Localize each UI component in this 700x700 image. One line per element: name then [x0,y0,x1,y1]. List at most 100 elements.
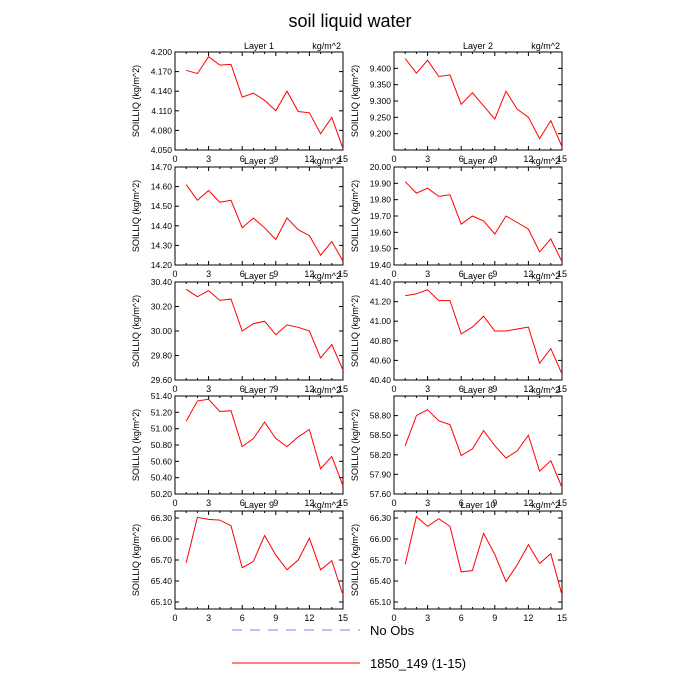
y-tick-label: 65.70 [151,555,173,565]
panel-layer-10: Layer 10 kg/m^2 SOILLIQ (kg/m^2) 0 3 6 9 12 15 65… [350,500,567,623]
plot-frame [393,51,563,151]
y-tick-label: 65.70 [370,555,392,565]
y-tick-label: 41.00 [370,316,392,326]
series-line [185,288,344,371]
x-tick-label: 6 [459,269,464,279]
plot-frame [174,510,344,610]
plot-frame [393,281,563,381]
panel-title: Layer 4 [463,156,493,166]
x-tick-label: 9 [273,154,278,164]
y-tick-label: 14.30 [151,240,173,250]
y-tick-label: 51.20 [151,407,173,417]
legend-label-no-obs: No Obs [370,623,415,638]
panel-layer-2: Layer 2 kg/m^2 SOILLIQ (kg/m^2) 0 3 6 9 12 15 9.2… [350,41,567,164]
y-tick-label: 66.00 [151,534,173,544]
y-tick-label: 66.30 [151,513,173,523]
x-tick-label: 0 [172,498,177,508]
x-tick-label: 3 [425,498,430,508]
x-tick-label: 15 [338,384,348,394]
series-line [404,181,563,262]
y-axis-label: SOILLIQ (kg/m^2) [350,65,360,137]
y-axis-label: SOILLIQ (kg/m^2) [131,524,141,596]
y-tick-label: 19.50 [370,244,392,254]
y-tick-label: 4.110 [151,106,172,116]
x-tick-label: 6 [240,154,245,164]
y-tick-label: 19.60 [370,227,392,237]
figure-title: soil liquid water [288,11,411,31]
panel-layer-8: Layer 8 kg/m^2 SOILLIQ (kg/m^2) 0 3 6 9 12 15 57.… [350,385,567,508]
plot-frame [393,166,563,266]
x-tick-label: 6 [240,384,245,394]
y-axis-label: SOILLIQ (kg/m^2) [350,180,360,252]
x-tick-label: 12 [304,498,314,508]
y-tick-label: 40.60 [370,355,392,365]
x-tick-label: 3 [206,613,211,623]
units-label: kg/m^2 [531,385,560,395]
panel-layer-9: Layer 9 kg/m^2 SOILLIQ (kg/m^2) 0 3 6 9 12 15 65.… [131,500,348,623]
plot-frame [393,510,563,610]
y-tick-label: 65.40 [370,576,392,586]
y-tick-label: 40.80 [370,336,392,346]
panel-title: Layer 2 [463,41,493,51]
x-tick-label: 12 [523,384,533,394]
x-tick-label: 3 [425,384,430,394]
units-label: kg/m^2 [531,41,560,51]
x-tick-label: 0 [172,613,177,623]
x-tick-label: 15 [557,269,567,279]
y-tick-label: 4.050 [151,145,173,155]
units-label: kg/m^2 [312,156,341,166]
y-tick-label: 29.60 [151,375,173,385]
y-axis-label: SOILLIQ (kg/m^2) [131,295,141,367]
x-tick-label: 15 [338,269,348,279]
y-tick-label: 9.200 [370,129,392,139]
y-tick-label: 29.80 [151,351,173,361]
x-tick-label: 15 [338,613,348,623]
y-axis-label: SOILLIQ (kg/m^2) [131,65,141,137]
y-tick-label: 4.080 [151,125,173,135]
y-tick-label: 41.40 [370,277,392,287]
x-tick-label: 12 [523,154,533,164]
series-line [185,398,344,486]
y-tick-label: 19.40 [370,260,392,270]
units-label: kg/m^2 [531,500,560,510]
units-label: kg/m^2 [312,41,341,51]
x-tick-label: 3 [206,498,211,508]
x-tick-label: 12 [523,269,533,279]
y-tick-label: 30.40 [151,277,173,287]
y-axis-label: SOILLIQ (kg/m^2) [350,295,360,367]
x-tick-label: 9 [273,613,278,623]
x-tick-label: 0 [172,269,177,279]
x-tick-label: 6 [459,498,464,508]
y-tick-label: 50.80 [151,440,173,450]
panel-layer-3: Layer 3 kg/m^2 SOILLIQ (kg/m^2) 0 3 6 9 12 15 14.… [131,156,348,279]
series-line [404,409,563,488]
panel-title: Layer 7 [244,385,274,395]
x-tick-label: 9 [492,269,497,279]
y-axis-label: SOILLIQ (kg/m^2) [350,409,360,481]
y-tick-label: 14.50 [151,201,173,211]
plot-frame [174,166,344,266]
y-tick-label: 51.00 [151,424,173,434]
x-tick-label: 6 [240,498,245,508]
x-tick-label: 15 [338,498,348,508]
y-tick-label: 40.40 [370,375,392,385]
x-tick-label: 9 [273,498,278,508]
y-tick-label: 9.300 [370,96,392,106]
y-tick-label: 14.60 [151,182,173,192]
x-tick-label: 3 [425,613,430,623]
y-tick-label: 58.20 [370,450,392,460]
series-line [185,516,344,596]
plot-frame [393,395,563,495]
y-tick-label: 9.250 [370,112,392,122]
panel-layer-7: Layer 7 kg/m^2 SOILLIQ (kg/m^2) 0 3 6 9 12 15 50.… [131,385,348,508]
x-tick-label: 12 [523,498,533,508]
units-label: kg/m^2 [312,500,341,510]
y-tick-label: 65.10 [151,597,173,607]
x-tick-label: 15 [557,154,567,164]
x-tick-label: 0 [391,269,396,279]
x-tick-label: 0 [172,154,177,164]
plot-frame [174,281,344,381]
y-tick-label: 9.350 [370,80,392,90]
x-tick-label: 3 [206,384,211,394]
